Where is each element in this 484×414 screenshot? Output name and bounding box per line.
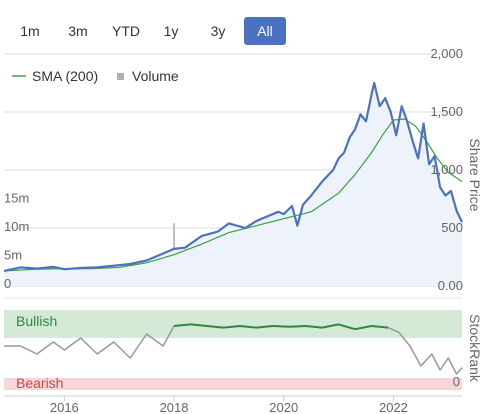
range-button-1m[interactable]: 1m (20, 23, 40, 39)
stockrank-segment (239, 325, 257, 329)
price-tick-label: 2,000 (430, 46, 463, 61)
stockrank-segment (354, 325, 372, 331)
bearish-band (4, 378, 462, 390)
volume-legend-label: Volume (132, 68, 179, 84)
volume-tick-label: 15m (4, 191, 29, 206)
range-button-3y[interactable]: 3y (210, 23, 226, 39)
x-tick-label: 2016 (50, 400, 79, 414)
stockrank-tick-label: 0 (453, 374, 460, 389)
range-button-ytd[interactable]: YTD (112, 23, 140, 39)
stockrank-segment (371, 325, 389, 329)
range-selector: 1m 3m YTD 1y 3y All (0, 17, 300, 45)
stockrank-axis-title: StockRank (467, 314, 483, 383)
stockrank-segment (190, 323, 208, 327)
price-tick-label: 1,000 (430, 162, 463, 177)
volume-tick-label: 10m (4, 219, 29, 234)
stockrank-segment (289, 325, 306, 328)
x-tick-label: 2020 (269, 400, 298, 414)
price-area-fill (4, 83, 462, 286)
bullish-label: Bullish (16, 313, 57, 329)
price-axis-title: Share Price (467, 138, 483, 211)
range-button-3m[interactable]: 3m (68, 23, 88, 39)
volume-tick-label: 0 (4, 276, 11, 291)
stockrank-segment (272, 325, 290, 328)
volume-tick-label: 5m (4, 248, 22, 263)
price-tick-label: 0.00 (438, 278, 463, 293)
stockrank-segment (321, 323, 339, 329)
stockrank-segment (173, 323, 191, 327)
range-button-1y[interactable]: 1y (163, 23, 179, 39)
price-tick-label: 500 (441, 220, 463, 235)
stockrank-segment (256, 325, 273, 329)
stockrank-segment (206, 325, 224, 329)
range-button-all[interactable]: All (244, 17, 286, 45)
x-tick-label: 2018 (160, 400, 189, 414)
volume-legend-swatch (117, 73, 124, 80)
stockrank-segment (223, 325, 240, 329)
sma-legend-label: SMA (200) (32, 68, 98, 84)
price-line (3, 81, 463, 272)
x-tick-label: 2022 (379, 400, 408, 414)
bullish-band (4, 310, 462, 338)
stockrank-segment (305, 325, 323, 329)
bearish-label: Bearish (16, 375, 63, 391)
stockrank-segment (338, 323, 356, 331)
price-tick-label: 1,500 (430, 104, 463, 119)
sma-line (3, 118, 463, 272)
